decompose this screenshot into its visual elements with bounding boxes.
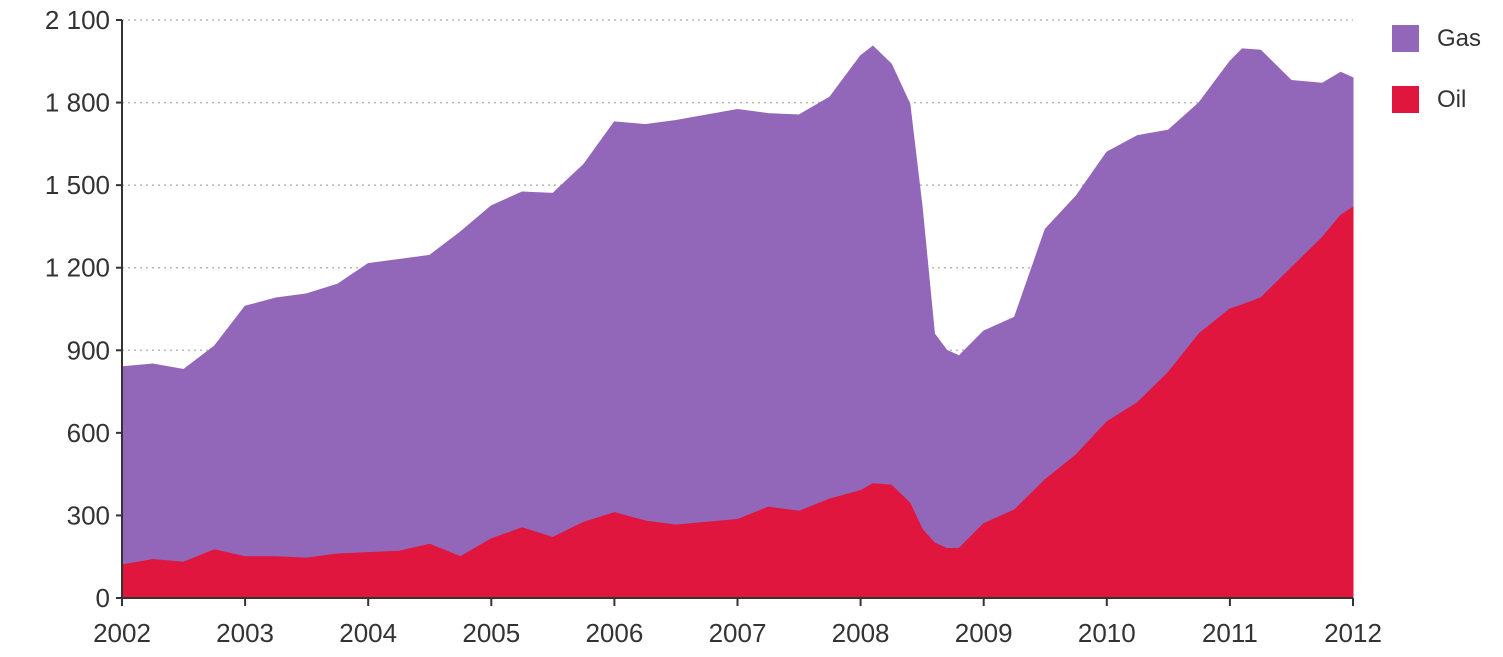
x-tick-label-1: 2003	[216, 618, 274, 648]
y-tick-label-7: 2 100	[45, 5, 110, 35]
y-tick-label-6: 1 800	[45, 88, 110, 118]
x-tick-label-6: 2008	[832, 618, 890, 648]
x-tick-label-0: 2002	[93, 618, 151, 648]
y-tick-label-3: 900	[67, 335, 110, 365]
y-tick-label-4: 1 200	[45, 253, 110, 283]
x-tick-label-5: 2007	[709, 618, 767, 648]
y-tick-label-2: 600	[67, 418, 110, 448]
y-tick-label-1: 300	[67, 500, 110, 530]
x-tick-label-8: 2010	[1078, 618, 1136, 648]
legend-swatch-gas	[1392, 25, 1419, 52]
y-tick-label-0: 0	[96, 583, 110, 613]
x-tick-label-2: 2004	[339, 618, 397, 648]
y-tick-label-5: 1 500	[45, 170, 110, 200]
legend-swatch-oil	[1392, 86, 1419, 113]
x-tick-label-10: 2012	[1324, 618, 1382, 648]
x-tick-label-7: 2009	[955, 618, 1013, 648]
x-tick-label-9: 2011	[1202, 618, 1258, 648]
x-tick-label-4: 2006	[585, 618, 643, 648]
x-tick-label-3: 2005	[462, 618, 520, 648]
legend-label-oil: Oil	[1437, 86, 1466, 113]
legend-label-gas: Gas	[1437, 25, 1481, 52]
